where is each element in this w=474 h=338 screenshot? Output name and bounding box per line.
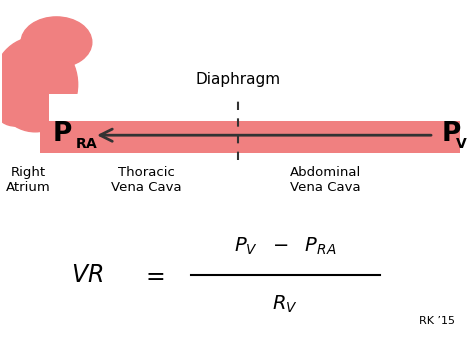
Text: $\mathbf{P}$: $\mathbf{P}$ bbox=[52, 121, 72, 147]
FancyBboxPatch shape bbox=[40, 121, 460, 153]
Ellipse shape bbox=[0, 37, 78, 132]
Circle shape bbox=[21, 17, 92, 68]
Text: $=$: $=$ bbox=[141, 263, 165, 288]
Text: $\mathbf{RA}$: $\mathbf{RA}$ bbox=[75, 137, 99, 151]
FancyBboxPatch shape bbox=[49, 94, 111, 121]
Text: Abdominal
Vena Cava: Abdominal Vena Cava bbox=[290, 167, 361, 194]
Text: $\mathbf{V}$: $\mathbf{V}$ bbox=[455, 137, 468, 151]
Text: Thoracic
Vena Cava: Thoracic Vena Cava bbox=[111, 167, 182, 194]
Text: $VR$: $VR$ bbox=[71, 263, 103, 288]
Text: $\mathbf{P}$: $\mathbf{P}$ bbox=[441, 121, 461, 147]
Text: Diaphragm: Diaphragm bbox=[195, 72, 281, 87]
Text: $R_V$: $R_V$ bbox=[273, 293, 298, 315]
Text: Right
Atrium: Right Atrium bbox=[6, 167, 51, 194]
Text: RK ’15: RK ’15 bbox=[419, 316, 455, 326]
Text: $P_V \ \ - \ \ P_{RA}$: $P_V \ \ - \ \ P_{RA}$ bbox=[234, 236, 337, 258]
Circle shape bbox=[0, 100, 33, 126]
